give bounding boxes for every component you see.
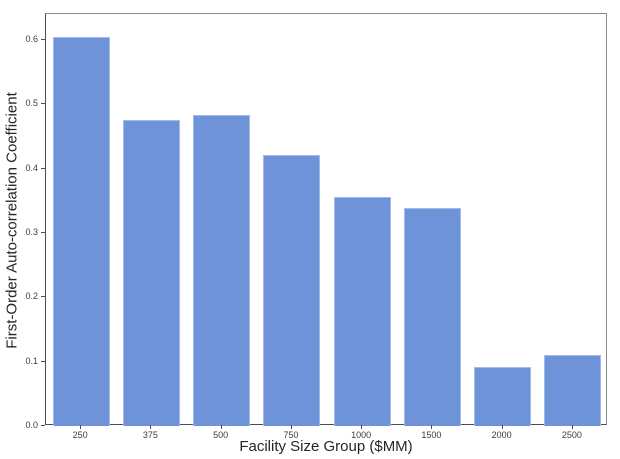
bar-1500 [403,207,461,426]
bar-2000 [474,367,532,426]
x-tick-mark [571,425,573,429]
y-tick-label: 0.5 [25,98,38,109]
y-tick-label: 0.3 [25,226,38,237]
x-tick-mark [501,425,503,429]
x-axis-title: Facility Size Group ($MM) [239,438,413,455]
y-tick-mark [41,231,45,233]
y-tick-label: 0.1 [25,355,38,366]
x-tick-label: 1000 [351,430,372,440]
x-tick-label: 250 [72,430,88,440]
x-tick-mark [431,425,433,429]
y-tick-mark [41,167,45,169]
x-tick-label: 375 [142,430,158,440]
bar-375 [122,120,180,426]
bar-500 [193,115,251,426]
bar-250 [52,36,110,426]
x-tick-label: 2000 [491,430,512,440]
x-tick-mark [80,425,82,429]
y-tick-label: 0.4 [25,162,38,173]
y-tick-label: 0.0 [25,420,38,430]
y-axis-title: First-Order Auto-correlation Coefficient [3,92,21,349]
bar-2500 [544,355,602,426]
y-tick-mark [41,38,45,40]
x-tick-label: 500 [213,430,229,440]
x-tick-mark [220,425,222,429]
x-tick-mark [150,425,152,429]
y-tick-mark [41,360,45,362]
y-tick-label: 0.6 [25,33,38,44]
y-tick-mark [41,103,45,105]
x-tick-label: 1500 [421,430,442,440]
x-tick-label: 2500 [561,430,582,440]
x-tick-label: 750 [283,430,299,440]
x-tick-mark [361,425,363,429]
plot-area [45,13,607,426]
y-tick-label: 0.2 [25,291,38,302]
bar-750 [263,154,321,426]
bar-1000 [333,196,391,426]
x-tick-mark [290,425,292,429]
y-tick-mark [41,296,45,298]
y-tick-mark [41,425,45,426]
